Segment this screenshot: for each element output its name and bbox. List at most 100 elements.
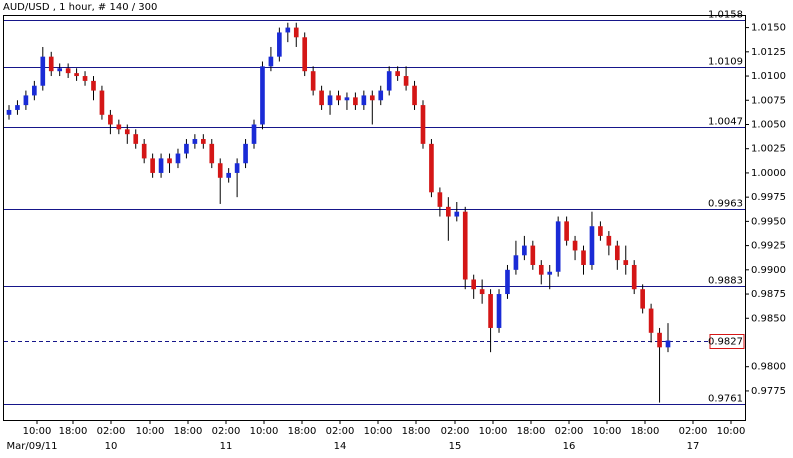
candle-body bbox=[353, 97, 358, 106]
x-tick-label: 02:00 bbox=[97, 426, 126, 437]
candle-body bbox=[344, 97, 350, 101]
candle-body bbox=[403, 76, 409, 86]
candle-body bbox=[6, 109, 12, 115]
candle-body bbox=[429, 143, 434, 193]
candle-body bbox=[15, 105, 20, 110]
candle-body bbox=[192, 139, 198, 144]
candle-body bbox=[505, 269, 510, 295]
candle-body bbox=[200, 139, 206, 144]
date-label: 14 bbox=[334, 441, 347, 452]
candle-body bbox=[243, 143, 248, 164]
candle-body bbox=[657, 332, 662, 348]
candle-body bbox=[488, 294, 493, 328]
candle-body bbox=[108, 114, 113, 125]
candle-body bbox=[175, 153, 181, 164]
candle-body bbox=[184, 143, 189, 154]
date-label: 17 bbox=[687, 441, 700, 452]
candle-body bbox=[167, 158, 172, 164]
candle-body bbox=[32, 85, 37, 96]
candle-body bbox=[437, 192, 443, 207]
chart-title: AUD/USD , 1 hour, # 140 / 300 bbox=[3, 2, 157, 13]
y-tick-label: 0.9850 bbox=[751, 313, 786, 324]
candle-body bbox=[336, 95, 341, 101]
level-label: 1.0158 bbox=[708, 10, 743, 21]
date-label: Mar/09/11 bbox=[6, 441, 57, 452]
candle-body bbox=[522, 245, 527, 256]
level-label: 1.0047 bbox=[708, 117, 743, 128]
candle-body bbox=[268, 56, 274, 67]
candle-body bbox=[564, 221, 569, 241]
candle-body bbox=[598, 226, 603, 236]
candle-body bbox=[412, 85, 417, 106]
candle-body bbox=[65, 68, 71, 74]
y-tick-label: 0.9800 bbox=[751, 362, 786, 373]
candle-body bbox=[555, 221, 561, 272]
candle-body bbox=[420, 105, 426, 144]
candle-body bbox=[150, 158, 155, 173]
candle-body bbox=[327, 95, 333, 106]
candle-body bbox=[319, 90, 324, 106]
x-tick-label: 18:00 bbox=[59, 426, 88, 437]
y-tick-label: 0.9900 bbox=[751, 265, 786, 276]
candle-body bbox=[82, 76, 88, 81]
candle-body bbox=[462, 211, 468, 280]
x-tick-label: 02:00 bbox=[326, 426, 355, 437]
current-price-box bbox=[709, 334, 745, 349]
candle-body bbox=[133, 134, 139, 144]
x-tick-label: 18:00 bbox=[402, 426, 431, 437]
candle-body bbox=[640, 289, 645, 309]
x-tick-label: 10:00 bbox=[364, 426, 393, 437]
x-tick-label: 10:00 bbox=[136, 426, 165, 437]
candle-body bbox=[158, 158, 164, 173]
x-tick-label: 18:00 bbox=[517, 426, 546, 437]
candle-body bbox=[581, 250, 586, 265]
candle-body bbox=[446, 206, 451, 217]
candle-body bbox=[513, 255, 519, 270]
candle-body bbox=[665, 340, 671, 348]
candle-body bbox=[606, 235, 612, 246]
y-tick-label: 1.0125 bbox=[751, 47, 786, 58]
y-tick-label: 1.0150 bbox=[751, 23, 786, 34]
plot-frame bbox=[3, 15, 746, 421]
level-label: 0.9963 bbox=[708, 199, 743, 210]
candle-body bbox=[124, 129, 130, 135]
candle-body bbox=[589, 226, 595, 265]
x-tick-label: 02:00 bbox=[212, 426, 241, 437]
y-tick-label: 0.9775 bbox=[751, 386, 786, 397]
x-tick-label: 10:00 bbox=[593, 426, 622, 437]
y-tick-label: 0.9950 bbox=[751, 216, 786, 227]
candle-body bbox=[251, 124, 257, 144]
y-tick-label: 0.9925 bbox=[751, 241, 786, 252]
candle-body bbox=[631, 264, 637, 290]
candle-body bbox=[547, 271, 553, 275]
date-label: 10 bbox=[105, 441, 118, 452]
date-label: 15 bbox=[449, 441, 462, 452]
x-tick-label: 10:00 bbox=[23, 426, 52, 437]
x-tick-label: 02:00 bbox=[555, 426, 584, 437]
candle-body bbox=[378, 90, 384, 101]
y-tick-label: 1.0100 bbox=[751, 71, 786, 82]
candle-body bbox=[496, 294, 502, 328]
date-label: 11 bbox=[220, 441, 233, 452]
candle-body bbox=[260, 66, 265, 125]
candle-body bbox=[386, 71, 392, 91]
candle-body bbox=[479, 289, 485, 295]
x-tick-label: 10:00 bbox=[250, 426, 279, 437]
date-label: 16 bbox=[563, 441, 576, 452]
x-tick-label: 02:00 bbox=[441, 426, 470, 437]
candle-body bbox=[99, 90, 105, 115]
level-label: 0.9883 bbox=[708, 276, 743, 287]
candle-body bbox=[530, 245, 536, 265]
candle-body bbox=[57, 68, 63, 72]
candle-body bbox=[369, 95, 375, 101]
candle-body bbox=[395, 71, 400, 77]
candle-body bbox=[361, 95, 367, 106]
candle-body bbox=[40, 56, 46, 86]
candle-body bbox=[209, 143, 215, 164]
y-tick-label: 1.0025 bbox=[751, 144, 786, 155]
x-tick-label: 18:00 bbox=[288, 426, 317, 437]
x-tick-label: 02:00 bbox=[679, 426, 708, 437]
candle-body bbox=[293, 27, 299, 38]
candle-body bbox=[614, 245, 620, 261]
